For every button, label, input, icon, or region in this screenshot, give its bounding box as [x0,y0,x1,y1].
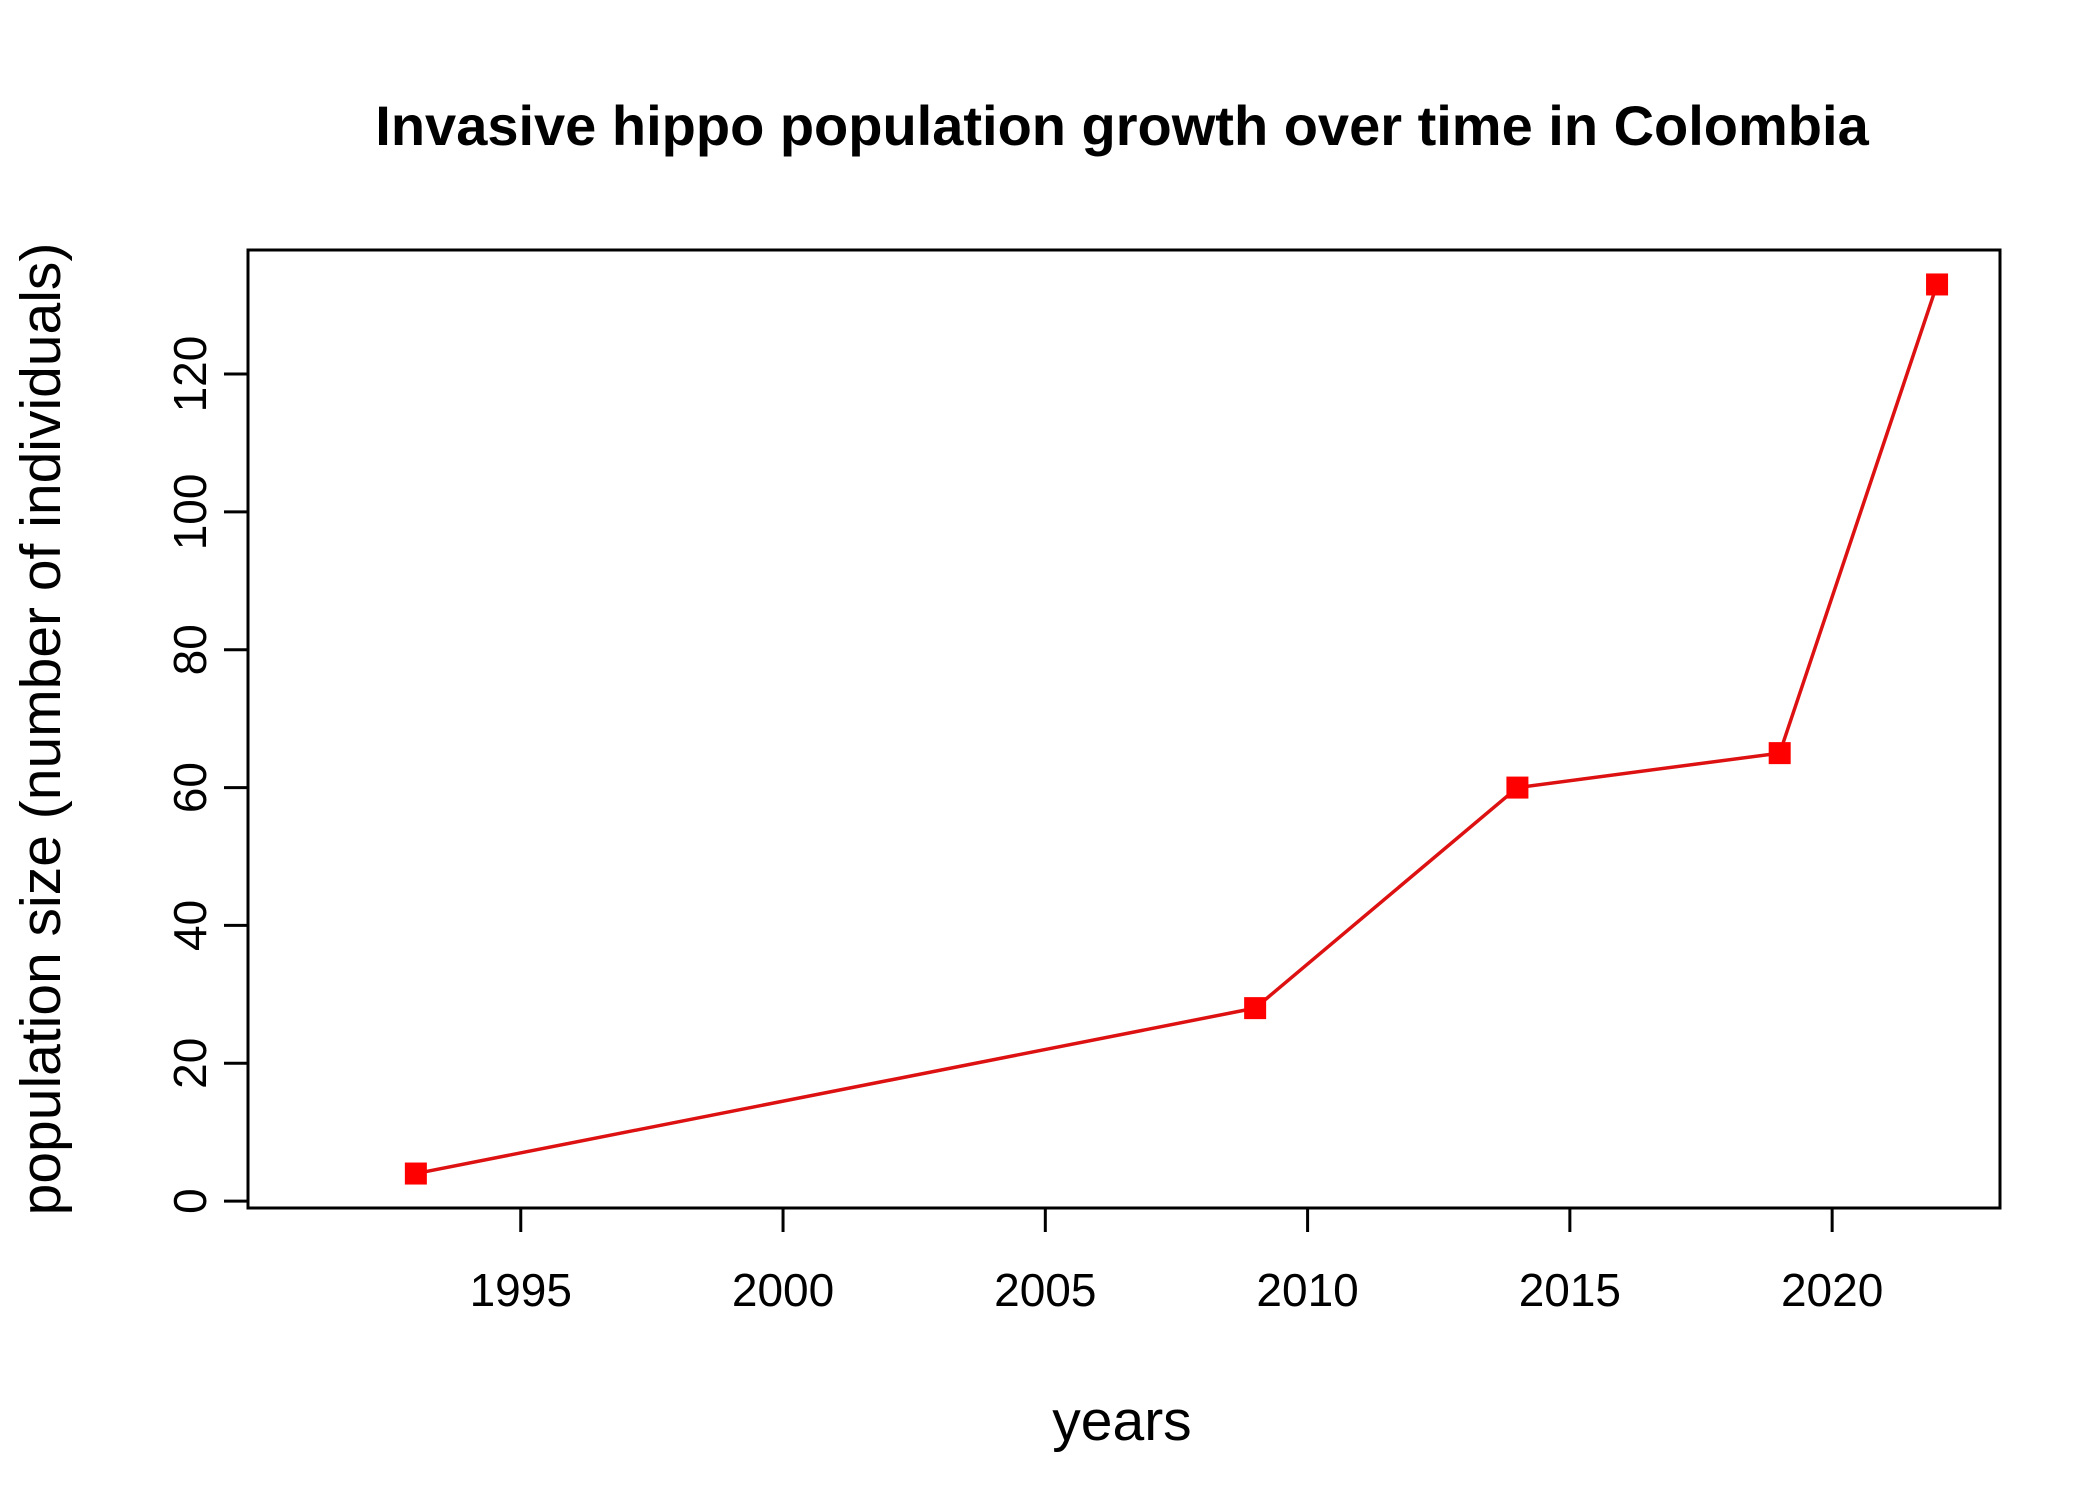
y-tick-label: 60 [164,762,216,813]
series-layer [404,273,1949,1185]
y-tick-label: 20 [164,1038,216,1089]
y-tick-label: 100 [164,474,216,551]
x-tick-label: 1995 [470,1264,572,1316]
y-axis: 0 20 40 60 80 100 120 [164,336,250,1214]
x-tick-label: 2010 [1256,1264,1358,1316]
data-point [1768,742,1791,765]
data-point [404,1162,427,1185]
y-axis-label: population size (number of individuals) [9,243,73,1216]
y-tick-label: 120 [164,336,216,413]
x-tick-label: 2005 [994,1264,1096,1316]
data-point [1506,776,1529,799]
x-tick-label: 2020 [1781,1264,1883,1316]
data-point [1926,273,1949,296]
y-tick-label: 0 [164,1188,216,1214]
x-tick-label: 2000 [732,1264,834,1316]
y-tick-label: 40 [164,900,216,951]
chart-title: Invasive hippo population growth over ti… [375,94,1869,157]
x-tick-label: 2015 [1519,1264,1621,1316]
x-axis: 1995 2000 2005 2010 2015 2020 [470,1206,1883,1316]
y-tick-label: 80 [164,624,216,675]
data-point [1244,997,1267,1020]
x-axis-label: years [1052,1389,1191,1453]
